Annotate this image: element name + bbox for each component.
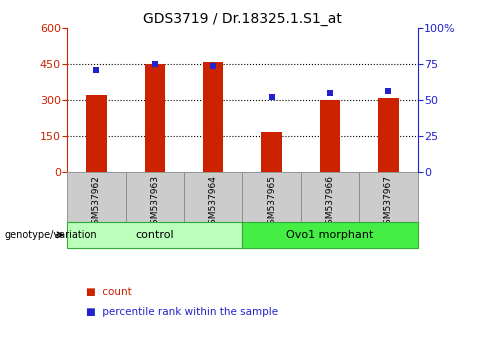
Text: GSM537965: GSM537965 [267,175,276,230]
Text: ■  percentile rank within the sample: ■ percentile rank within the sample [86,307,278,316]
Point [326,90,334,96]
Title: GDS3719 / Dr.18325.1.S1_at: GDS3719 / Dr.18325.1.S1_at [143,12,342,26]
Bar [378,98,398,172]
Bar [359,172,418,222]
Text: GSM537964: GSM537964 [209,175,218,230]
Text: GSM537967: GSM537967 [384,175,393,230]
Text: GSM537962: GSM537962 [92,175,101,230]
Bar [144,64,165,172]
Bar [242,222,418,248]
Bar [67,222,242,248]
Point [93,67,100,73]
Bar [262,132,282,172]
Bar [301,172,359,222]
Point [151,61,158,67]
Text: genotype/variation: genotype/variation [5,230,97,240]
Bar [86,95,107,172]
Text: ■  count: ■ count [86,287,132,297]
Bar [67,172,126,222]
Text: control: control [135,230,174,240]
Point [268,95,276,100]
Point [209,63,217,68]
Text: Ovo1 morphant: Ovo1 morphant [286,230,374,240]
Bar [320,100,340,172]
Bar [184,172,242,222]
Bar [242,172,301,222]
Text: GSM537966: GSM537966 [325,175,335,230]
Text: GSM537963: GSM537963 [150,175,159,230]
Point [384,88,392,94]
Bar [126,172,184,222]
Bar [203,62,223,172]
